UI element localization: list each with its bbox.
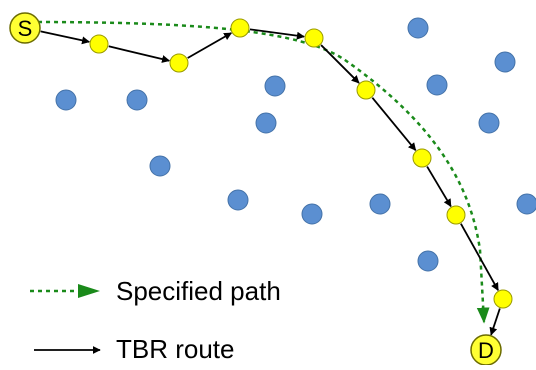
source-node: S bbox=[9, 12, 41, 44]
tbr-route bbox=[40, 28, 501, 336]
network-node bbox=[255, 112, 277, 134]
tbr-route-hop-arrow bbox=[320, 44, 360, 84]
legend-tbr-route-label: TBR route bbox=[116, 334, 235, 364]
network-node bbox=[149, 155, 171, 177]
tbr-route-hop-arrow bbox=[187, 32, 233, 59]
relay-node bbox=[304, 28, 324, 48]
tbr-route-hop-arrow bbox=[40, 30, 91, 45]
relay-nodes bbox=[89, 18, 513, 309]
relay-node bbox=[169, 53, 189, 73]
relay-node bbox=[89, 34, 109, 54]
legend-specified-path: Specified path bbox=[30, 276, 281, 306]
network-node bbox=[301, 203, 323, 225]
relay-node bbox=[230, 18, 250, 38]
tbr-route-hop-arrow bbox=[371, 97, 417, 151]
network-node bbox=[417, 250, 439, 272]
destination-node: D bbox=[470, 334, 502, 366]
network-node bbox=[407, 17, 429, 39]
network-node bbox=[478, 112, 500, 134]
network-node bbox=[227, 189, 249, 211]
specified-path-curve bbox=[29, 20, 490, 324]
relay-node bbox=[446, 205, 466, 225]
network-node bbox=[516, 193, 536, 215]
tbr-route-hop-arrow bbox=[426, 166, 452, 208]
network-node bbox=[126, 89, 148, 111]
tbr-route-hop-arrow bbox=[460, 223, 499, 291]
legend-tbr-route: TBR route bbox=[34, 334, 235, 364]
tbr-route-hop-arrow bbox=[108, 45, 171, 63]
network-node bbox=[55, 89, 77, 111]
source-label: S bbox=[18, 16, 33, 41]
network-nodes bbox=[55, 17, 536, 272]
tbr-route-hop-arrow bbox=[249, 28, 305, 40]
tbr-route-hop-arrow bbox=[489, 308, 501, 336]
relay-node bbox=[412, 148, 432, 168]
network-node bbox=[369, 193, 391, 215]
relay-node bbox=[356, 80, 376, 100]
relay-node bbox=[493, 289, 513, 309]
network-node bbox=[426, 74, 448, 96]
network-node bbox=[494, 51, 516, 73]
legend-specified-path-arrowhead bbox=[78, 284, 100, 298]
network-node bbox=[264, 75, 286, 97]
legend-specified-path-label: Specified path bbox=[116, 276, 281, 306]
legend: Specified path TBR route bbox=[30, 276, 281, 364]
destination-label: D bbox=[478, 338, 494, 363]
